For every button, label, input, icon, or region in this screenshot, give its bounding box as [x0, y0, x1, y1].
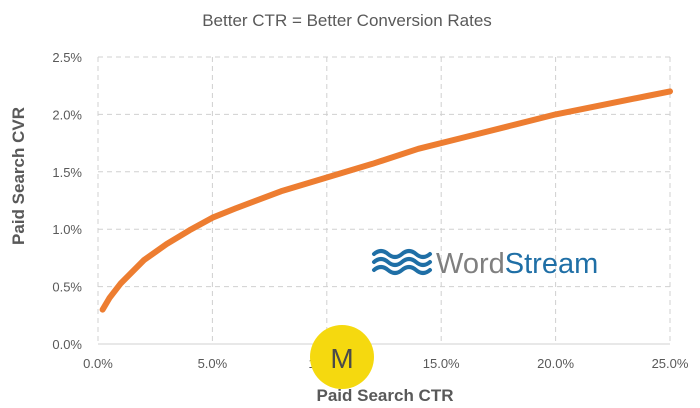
x-tick-label: 25.0%	[652, 356, 689, 371]
wave-icon	[372, 249, 432, 275]
x-axis-ticks: 0.0%5.0%10.0%15.0%20.0%25.0%	[83, 356, 689, 371]
x-tick-label: 20.0%	[537, 356, 574, 371]
y-tick-label: 0.5%	[52, 280, 82, 295]
y-tick-label: 2.5%	[52, 50, 82, 65]
y-tick-label: 1.0%	[52, 222, 82, 237]
series-line	[99, 88, 673, 313]
y-tick-label: 0.0%	[52, 337, 82, 352]
y-axis-label: Paid Search CVR	[9, 107, 28, 245]
y-tick-label: 2.0%	[52, 107, 82, 122]
grid	[97, 56, 671, 345]
x-tick-label: 15.0%	[423, 356, 460, 371]
series-layer	[99, 88, 673, 313]
wordstream-logo: WordStream	[372, 248, 598, 280]
x-axis-label: Paid Search CTR	[317, 386, 454, 405]
x-tick-label: 0.0%	[83, 356, 113, 371]
logo-word: Word	[436, 248, 505, 280]
logo-text: WordStream	[436, 248, 598, 280]
logo-stream: Stream	[505, 248, 598, 280]
m-watermark-icon: M	[310, 325, 374, 389]
y-axis-ticks: 0.0% 0.5% 1.0% 1.5% 2.0% 2.5%	[52, 50, 82, 352]
y-tick-label: 1.5%	[52, 165, 82, 180]
watermark-letter: M	[330, 343, 353, 374]
x-tick-label: 5.0%	[198, 356, 228, 371]
chart-title: Better CTR = Better Conversion Rates	[202, 11, 492, 30]
